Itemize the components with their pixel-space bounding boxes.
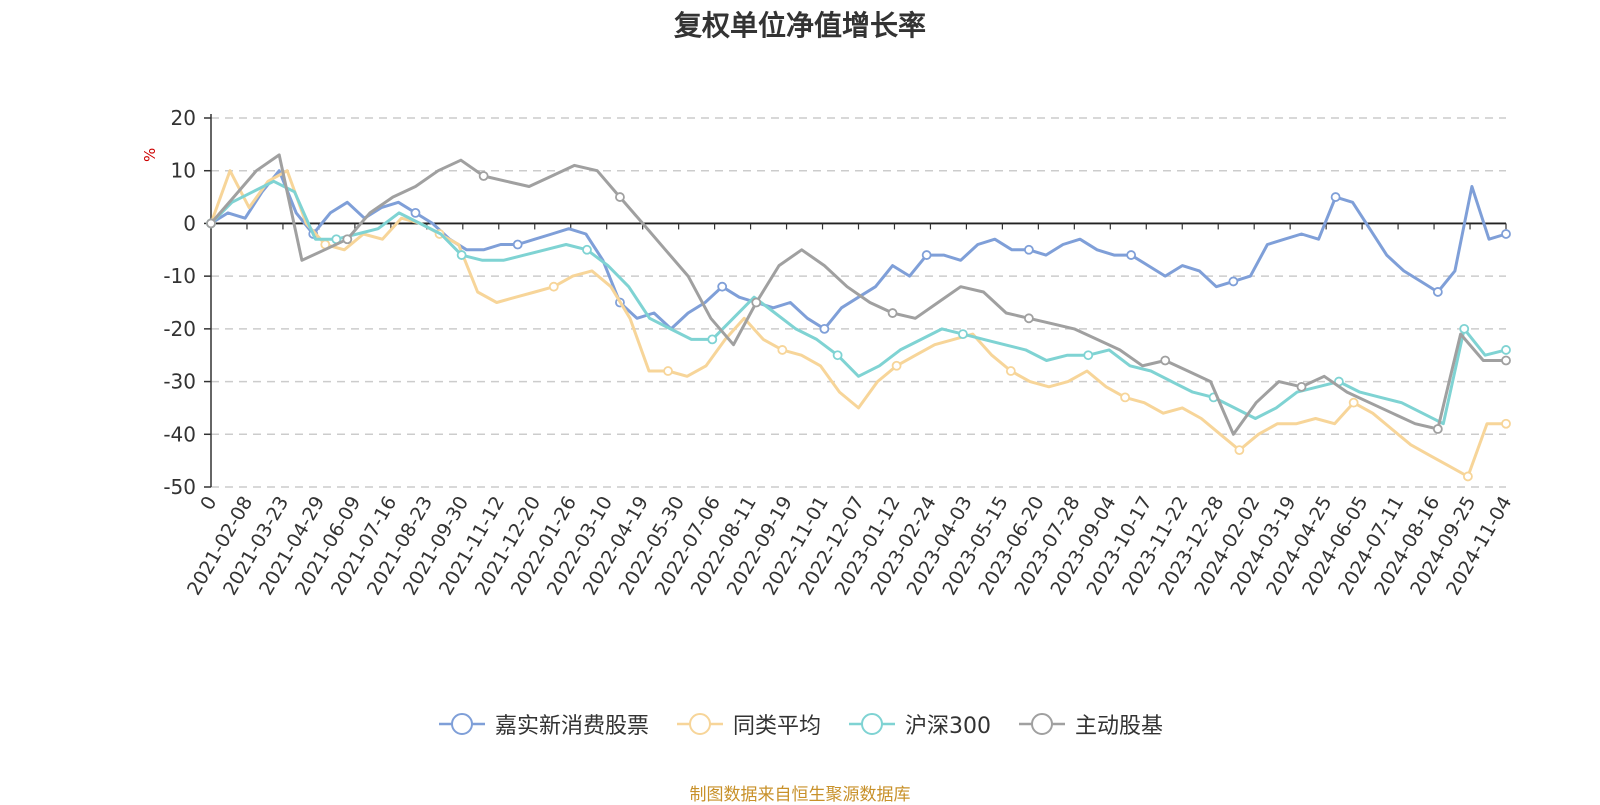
y-tick-label: -20 bbox=[163, 317, 196, 341]
data-point bbox=[921, 250, 932, 260]
data-point bbox=[1463, 471, 1473, 482]
data-point bbox=[410, 207, 421, 218]
grid-lines bbox=[211, 117, 1506, 488]
data-point bbox=[1432, 424, 1443, 434]
data-point bbox=[1005, 366, 1016, 376]
data-point bbox=[958, 329, 968, 340]
axis-labels: 20100-10-20-30-40-50%02021-02-082021-03-… bbox=[141, 106, 1516, 599]
data-point bbox=[1234, 445, 1245, 456]
y-tick-label: 10 bbox=[171, 159, 196, 183]
data-point bbox=[1432, 287, 1443, 297]
y-tick-label: -40 bbox=[163, 422, 196, 446]
data-point bbox=[1348, 397, 1359, 408]
data-point bbox=[582, 244, 592, 255]
data-point bbox=[206, 218, 216, 229]
legend-label: 主动股基 bbox=[1075, 714, 1164, 739]
series-lines bbox=[206, 153, 1511, 482]
data-point bbox=[1501, 229, 1511, 239]
data-point bbox=[512, 239, 523, 250]
legend-swatch bbox=[1019, 713, 1065, 735]
legend-item[interactable]: 沪深300 bbox=[847, 708, 991, 740]
data-point bbox=[615, 192, 625, 202]
legend-label: 同类平均 bbox=[732, 714, 821, 739]
legend-item[interactable]: 主动股基 bbox=[1017, 708, 1163, 740]
y-tick-label: 0 bbox=[183, 211, 196, 235]
source-note: 制图数据来自恒生聚源数据库 bbox=[689, 785, 911, 805]
legend-swatch bbox=[438, 713, 485, 735]
data-point bbox=[456, 250, 467, 260]
legend-swatch bbox=[849, 713, 895, 735]
data-point bbox=[819, 323, 830, 334]
data-point bbox=[478, 171, 489, 181]
data-point bbox=[1023, 313, 1034, 324]
data-point bbox=[342, 234, 353, 245]
line-chart: 20100-10-20-30-40-50%02021-02-082021-03-… bbox=[141, 106, 1516, 599]
data-point bbox=[548, 281, 559, 292]
data-point bbox=[663, 366, 673, 376]
data-point bbox=[832, 350, 843, 361]
data-point bbox=[777, 345, 788, 355]
data-point bbox=[1120, 392, 1131, 403]
data-point bbox=[1501, 345, 1511, 355]
legend-label: 嘉实新消费股票 bbox=[494, 714, 649, 739]
data-point bbox=[1296, 381, 1307, 392]
data-point bbox=[1459, 323, 1470, 334]
data-point bbox=[1330, 192, 1341, 202]
data-point bbox=[1126, 250, 1137, 260]
legend-item[interactable]: 嘉实新消费股票 bbox=[437, 708, 649, 740]
legend-item[interactable]: 同类平均 bbox=[675, 708, 821, 740]
data-point bbox=[1501, 355, 1511, 366]
y-tick-label: 20 bbox=[171, 106, 196, 130]
chart-title: 复权单位净值增长率 bbox=[673, 9, 926, 42]
data-point bbox=[717, 281, 728, 292]
series-line bbox=[209, 153, 1506, 436]
y-tick-label: -10 bbox=[163, 264, 196, 288]
chart-legend: 嘉实新消费股票 同类平均 沪深300 主动股基 bbox=[0, 708, 1600, 740]
data-point bbox=[707, 334, 718, 345]
y-tick-label: -50 bbox=[163, 475, 196, 499]
data-point bbox=[1160, 355, 1171, 366]
data-point bbox=[751, 297, 762, 308]
data-point bbox=[1228, 276, 1239, 287]
data-point bbox=[887, 308, 898, 318]
data-point bbox=[1501, 418, 1511, 429]
legend-label: 沪深300 bbox=[905, 714, 991, 739]
series-line bbox=[210, 169, 1507, 331]
series-line bbox=[209, 179, 1507, 426]
y-tick-label: -30 bbox=[163, 370, 196, 394]
data-point bbox=[1083, 350, 1094, 361]
data-point bbox=[1023, 244, 1034, 255]
x-tick-label: 0 bbox=[196, 493, 221, 514]
data-point bbox=[891, 360, 902, 371]
y-axis-unit: % bbox=[141, 148, 159, 162]
legend-swatch bbox=[676, 713, 723, 735]
